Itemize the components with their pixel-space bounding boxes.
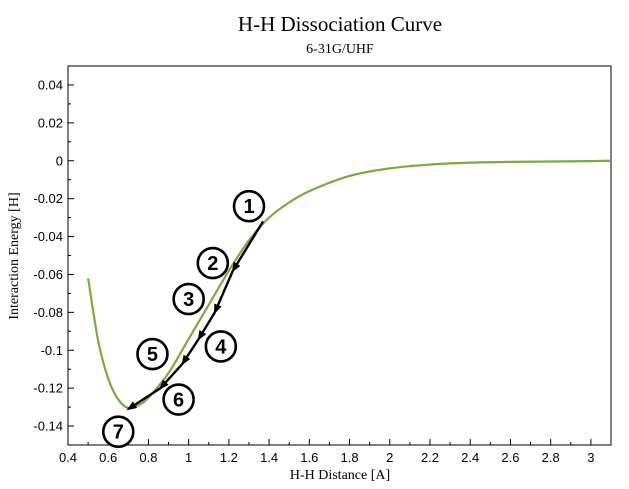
y-tick-label: -0.14 xyxy=(33,419,63,434)
chart-subtitle: 6-31G/UHF xyxy=(306,42,374,57)
x-axis-label: H-H Distance [A] xyxy=(290,468,390,483)
y-tick-label: 0.04 xyxy=(38,77,63,92)
step-label-3: 3 xyxy=(172,282,205,316)
step-circle xyxy=(136,337,169,371)
step-arrow xyxy=(126,387,162,411)
step-number: 3 xyxy=(183,289,194,311)
plot-frame xyxy=(67,65,612,446)
y-tick-label: 0.02 xyxy=(38,115,63,130)
y-tick-label: 0 xyxy=(56,153,63,168)
x-tick-label: 1.6 xyxy=(300,450,318,465)
energy-curve-line xyxy=(87,159,612,410)
step-circle xyxy=(172,282,205,316)
x-tick-label: 0.8 xyxy=(139,450,157,465)
step-arrows xyxy=(126,220,265,411)
step-label-7: 7 xyxy=(101,415,135,449)
series-layer xyxy=(87,159,612,410)
x-tick-label: 2.6 xyxy=(501,450,519,465)
x-tick-label: 2 xyxy=(386,450,393,465)
step-number: 6 xyxy=(173,390,184,412)
step-label-1: 1 xyxy=(232,189,266,223)
x-tick-label: 2.2 xyxy=(421,450,439,465)
step-number: 5 xyxy=(147,344,158,366)
x-tick-label: 1.8 xyxy=(341,450,359,465)
y-tick-label: -0.08 xyxy=(33,305,63,320)
x-tick-label: 2.4 xyxy=(461,450,479,465)
y-tick-label: -0.06 xyxy=(33,267,63,282)
step-circle xyxy=(162,383,195,416)
y-tick-label: -0.02 xyxy=(33,191,63,206)
y-tick-label: -0.04 xyxy=(33,229,63,244)
step-arrow xyxy=(197,311,216,341)
step-number: 1 xyxy=(243,196,254,218)
step-label-6: 6 xyxy=(162,383,195,416)
step-number: 4 xyxy=(215,336,227,358)
step-circle xyxy=(196,246,230,280)
step-number: 7 xyxy=(113,422,124,444)
y-axis-label: Interaction Energy [H] xyxy=(7,192,22,319)
chart-title: H-H Dissociation Curve xyxy=(238,12,442,36)
step-label-2: 2 xyxy=(196,246,230,280)
step-circle xyxy=(232,189,266,223)
step-number: 2 xyxy=(207,253,218,275)
y-axis: -0.14 -0.12 -0.1 -0.08 -0.06 -0.04 -0.02 0 0.02 0… xyxy=(33,65,74,446)
x-tick-label: 3 xyxy=(587,450,594,465)
x-tick-label: 2.8 xyxy=(542,450,560,465)
step-circle xyxy=(204,330,238,363)
y-tick-label: -0.12 xyxy=(33,381,63,396)
step-arrow xyxy=(231,220,265,273)
step-arrow xyxy=(159,362,184,390)
step-circle xyxy=(101,415,135,449)
x-tick-label: 0.4 xyxy=(59,450,77,465)
y-tick-label: -0.1 xyxy=(41,343,63,358)
step-label-4: 4 xyxy=(204,330,238,363)
x-tick-label: 1 xyxy=(185,450,192,465)
step-label-5: 5 xyxy=(136,337,169,371)
x-tick-label: 0.6 xyxy=(99,450,117,465)
step-arrow xyxy=(213,270,235,315)
step-arrow xyxy=(181,338,200,366)
x-axis: 0.4 0.6 0.8 1 1.2 1.4 1.6 1.8 2 2.2 2.4 2.6 2.8 3 xyxy=(59,439,595,465)
x-tick-label: 1.4 xyxy=(260,450,278,465)
x-tick-label: 1.2 xyxy=(220,450,238,465)
